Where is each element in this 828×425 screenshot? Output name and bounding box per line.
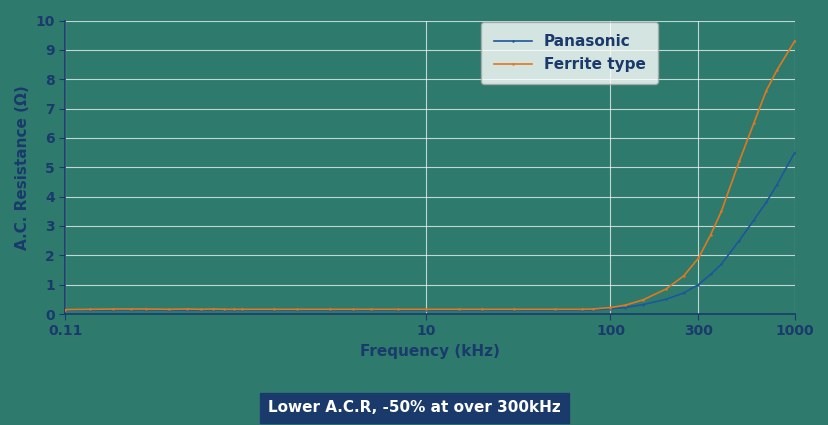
Panasonic [196,308,206,313]
Ferrite type [108,306,118,312]
Ferrite type [453,307,463,312]
Panasonic [219,308,229,313]
Ferrite type [549,307,559,312]
Panasonic [60,308,70,313]
Ferrite type [126,306,136,312]
Panasonic [715,261,725,266]
Line: Ferrite type: Ferrite type [65,40,795,311]
Panasonic [637,302,647,307]
Ferrite type [576,307,586,312]
Line: Panasonic: Panasonic [65,152,795,311]
Panasonic [476,308,486,313]
Ferrite type [325,307,335,312]
Legend: Panasonic, Ferrite type: Panasonic, Ferrite type [481,22,657,84]
Ferrite type [715,209,725,214]
Ferrite type [237,307,247,312]
Panasonic [163,308,173,313]
Ferrite type [748,121,758,126]
Ferrite type [705,232,715,237]
Ferrite type [85,307,95,312]
Panasonic [292,308,302,313]
Panasonic [229,308,238,313]
Panasonic [734,238,744,243]
Ferrite type [587,306,597,312]
Ferrite type [637,298,647,303]
Panasonic [108,307,118,312]
Ferrite type [678,273,688,278]
Panasonic [141,307,151,312]
Ferrite type [734,159,744,164]
Ferrite type [141,306,151,312]
Panasonic [237,308,247,313]
Panasonic [660,297,670,302]
Ferrite type [348,307,358,312]
Text: Lower A.C.R, -50% at over 300kHz: Lower A.C.R, -50% at over 300kHz [267,400,561,416]
Ferrite type [604,305,614,310]
Panasonic [678,290,688,295]
Ferrite type [760,88,770,94]
Ferrite type [292,307,302,312]
Ferrite type [660,286,670,292]
Ferrite type [619,303,629,308]
Ferrite type [163,307,173,312]
Panasonic [604,306,614,311]
Panasonic [705,272,715,277]
Panasonic [619,305,629,310]
Panasonic [453,308,463,313]
Ferrite type [269,307,279,312]
Panasonic [421,308,431,313]
Panasonic [587,307,597,312]
Panasonic [269,308,279,313]
Panasonic [692,282,702,287]
X-axis label: Frequency (kHz): Frequency (kHz) [359,344,499,359]
Ferrite type [508,307,518,312]
Ferrite type [208,306,218,312]
Panasonic [325,308,335,313]
Ferrite type [476,307,486,312]
Ferrite type [421,307,431,312]
Panasonic [748,218,758,223]
Panasonic [348,308,358,313]
Panasonic [508,308,518,313]
Ferrite type [692,256,702,261]
Panasonic [208,307,218,312]
Panasonic [181,308,191,313]
Ferrite type [789,39,799,44]
Ferrite type [60,307,70,312]
Panasonic [789,150,799,155]
Ferrite type [196,307,206,312]
Ferrite type [771,68,781,73]
Ferrite type [392,307,402,312]
Panasonic [549,308,559,313]
Y-axis label: A.C. Resistance (Ω): A.C. Resistance (Ω) [15,85,30,249]
Panasonic [760,200,770,205]
Ferrite type [181,306,191,312]
Panasonic [576,308,586,313]
Panasonic [365,308,375,313]
Ferrite type [365,307,375,312]
Panasonic [771,182,781,187]
Panasonic [85,308,95,313]
Ferrite type [219,307,229,312]
Panasonic [126,307,136,312]
Panasonic [392,308,402,313]
Ferrite type [229,307,238,312]
